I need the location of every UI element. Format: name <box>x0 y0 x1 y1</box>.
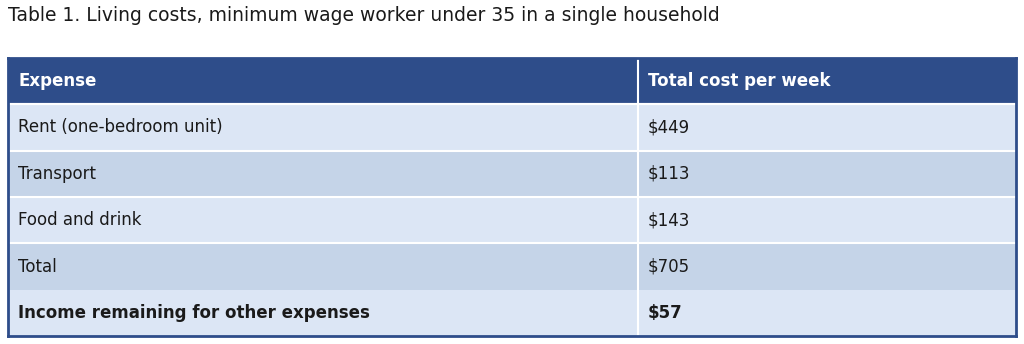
Bar <box>638 151 1016 197</box>
Text: Expense: Expense <box>18 72 96 90</box>
Text: Income remaining for other expenses: Income remaining for other expenses <box>18 304 370 322</box>
Bar <box>8 243 638 290</box>
Text: Transport: Transport <box>18 165 96 183</box>
Bar <box>638 58 1016 104</box>
Text: Food and drink: Food and drink <box>18 211 141 229</box>
Text: $57: $57 <box>648 304 683 322</box>
Text: Rent (one-bedroom unit): Rent (one-bedroom unit) <box>18 118 222 137</box>
Text: $449: $449 <box>648 118 690 137</box>
Text: $113: $113 <box>648 165 690 183</box>
Text: Total: Total <box>18 258 56 276</box>
Bar <box>8 197 638 243</box>
Text: $705: $705 <box>648 258 690 276</box>
Text: $143: $143 <box>648 211 690 229</box>
Bar <box>8 104 638 151</box>
Text: Total cost per week: Total cost per week <box>648 72 830 90</box>
Bar <box>8 151 638 197</box>
Bar <box>8 290 638 336</box>
Bar <box>638 290 1016 336</box>
Text: Table 1. Living costs, minimum wage worker under 35 in a single household: Table 1. Living costs, minimum wage work… <box>8 6 720 25</box>
Bar <box>638 243 1016 290</box>
Bar <box>8 58 638 104</box>
Bar <box>638 104 1016 151</box>
Bar <box>638 197 1016 243</box>
